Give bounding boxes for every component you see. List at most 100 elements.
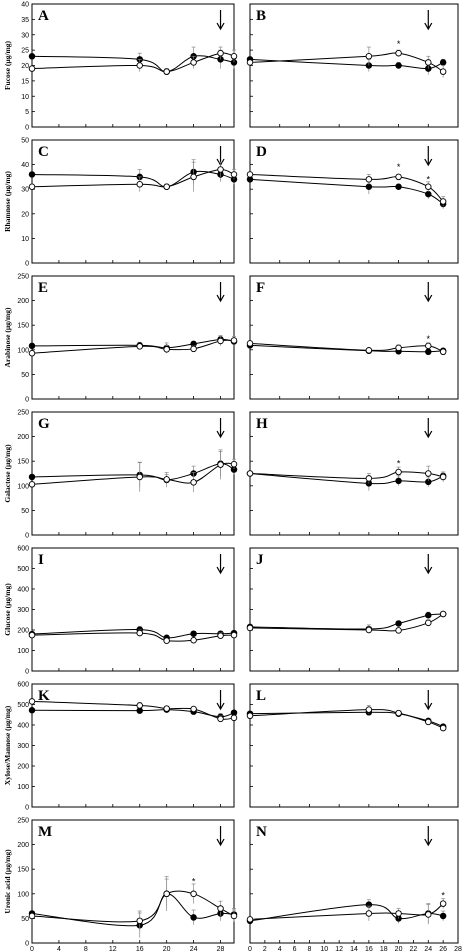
data-point-filled xyxy=(425,348,432,356)
y-tick-label: 250 xyxy=(17,818,29,825)
panel-frame xyxy=(249,139,459,264)
series-line-filled xyxy=(249,904,444,922)
y-axis-label: Xylose/Mannose (µg/mg) xyxy=(3,705,12,785)
series-line-filled xyxy=(31,55,235,73)
panel-frame xyxy=(31,411,235,536)
data-point-open xyxy=(365,910,373,917)
x-tick-label: 16 xyxy=(136,946,144,951)
y-tick-label: 50 xyxy=(21,372,29,379)
data-point-open xyxy=(439,610,447,618)
series-line-filled xyxy=(31,629,235,639)
y-tick-label: 0 xyxy=(25,669,29,676)
y-tick-label: 200 xyxy=(17,628,29,635)
data-point-open xyxy=(365,706,373,713)
data-point-open xyxy=(395,173,402,181)
x-tick-label: 16 xyxy=(365,946,373,951)
data-point-open xyxy=(163,890,170,898)
panel-l: L xyxy=(246,683,459,808)
data-point-open xyxy=(28,631,36,639)
series-line-open xyxy=(249,342,444,353)
data-point-open xyxy=(217,632,224,639)
arrow-head xyxy=(216,430,225,439)
data-point-filled xyxy=(395,62,402,69)
panel-frame xyxy=(31,275,235,400)
data-point-open xyxy=(395,344,402,352)
panel-letter: J xyxy=(256,552,264,568)
y-tick-label: 50 xyxy=(21,916,29,923)
y-tick-label: 15 xyxy=(21,78,29,85)
y-tick-label: 600 xyxy=(17,682,29,689)
panel-frame xyxy=(31,547,235,672)
y-tick-label: 150 xyxy=(17,867,29,874)
y-tick-label: 0 xyxy=(25,941,29,948)
data-point-open xyxy=(439,68,447,75)
x-tick-label: 28 xyxy=(217,946,225,951)
data-point-open xyxy=(246,624,254,632)
data-point-open xyxy=(190,345,197,353)
panel-i: 0 100 200 300 400 500 600 Glucose (µg/mg) I xyxy=(3,546,238,676)
data-point-open xyxy=(365,626,373,634)
data-point-open xyxy=(163,68,170,75)
y-tick-label: 500 xyxy=(17,566,29,573)
panel-k: 0 100 200 300 400 500 600 Xylose/Mannose (µg/mg… xyxy=(3,682,238,812)
data-point-open xyxy=(217,49,224,57)
y-tick-label: 200 xyxy=(17,842,29,849)
panel-m: 0 50 100 150 200 250 0 4 8 12 16 20 24 28 Uronic acid … xyxy=(3,818,238,951)
y-tick-label: 400 xyxy=(17,723,29,730)
y-tick-label: 100 xyxy=(17,891,29,898)
data-point-filled xyxy=(395,477,402,485)
arrow-head xyxy=(424,430,433,439)
y-tick-label: 10 xyxy=(21,94,29,101)
significance-star: * xyxy=(427,174,431,184)
data-point-open xyxy=(395,910,402,917)
x-tick-label: 20 xyxy=(163,946,171,951)
y-tick-label: 250 xyxy=(17,274,29,281)
data-point-open xyxy=(28,698,36,705)
panel-frame xyxy=(249,819,459,944)
arrow-head xyxy=(216,294,225,303)
arrow-head xyxy=(424,294,433,303)
data-point-open xyxy=(246,59,254,66)
data-point-open xyxy=(230,714,238,722)
y-tick-label: 200 xyxy=(17,298,29,305)
x-tick-label: 24 xyxy=(424,946,432,951)
y-tick-label: 100 xyxy=(17,648,29,655)
data-point-open xyxy=(217,461,224,468)
panel-letter: H xyxy=(256,416,268,432)
series-line-filled xyxy=(249,178,444,205)
panel-frame xyxy=(249,547,459,672)
x-tick-label: 28 xyxy=(454,946,462,951)
y-tick-label: 0 xyxy=(25,805,29,812)
panel-c: 0 10 20 30 40 50 Rhamnose (µg/mg) C xyxy=(3,138,238,268)
panel-letter: L xyxy=(256,688,266,704)
data-point-open xyxy=(190,637,197,644)
panel-g: 0 50 100 150 200 250 Galactose (µg/mg) G xyxy=(3,410,238,540)
data-point-filled xyxy=(395,620,402,627)
series-line-open xyxy=(31,632,235,642)
panel-letter: E xyxy=(38,280,48,296)
data-point-open xyxy=(230,631,238,639)
panel-frame xyxy=(31,139,235,264)
data-point-open xyxy=(439,198,447,205)
y-tick-label: 40 xyxy=(21,2,29,9)
x-tick-label: 18 xyxy=(380,946,388,951)
panel-letter: N xyxy=(256,824,267,840)
y-tick-label: 250 xyxy=(17,410,29,417)
data-point-open xyxy=(136,702,143,709)
data-point-filled xyxy=(28,171,36,178)
data-point-filled xyxy=(425,190,432,198)
data-point-open xyxy=(425,342,432,350)
data-point-open xyxy=(425,470,432,477)
data-point-open xyxy=(425,619,432,627)
data-point-open xyxy=(246,171,254,178)
x-tick-label: 26 xyxy=(439,946,447,951)
y-tick-label: 100 xyxy=(17,483,29,490)
series-line-filled xyxy=(249,613,444,630)
x-tick-label: 0 xyxy=(30,946,34,951)
data-point-open xyxy=(217,905,224,912)
y-axis-label: Galactose (µg/mg) xyxy=(3,444,12,503)
panel-e: 0 50 100 150 200 250 Arabinose (µg/mg) E xyxy=(3,274,238,404)
data-point-open xyxy=(163,183,170,190)
y-axis-label: Rhamnose (µg/mg) xyxy=(3,171,12,232)
